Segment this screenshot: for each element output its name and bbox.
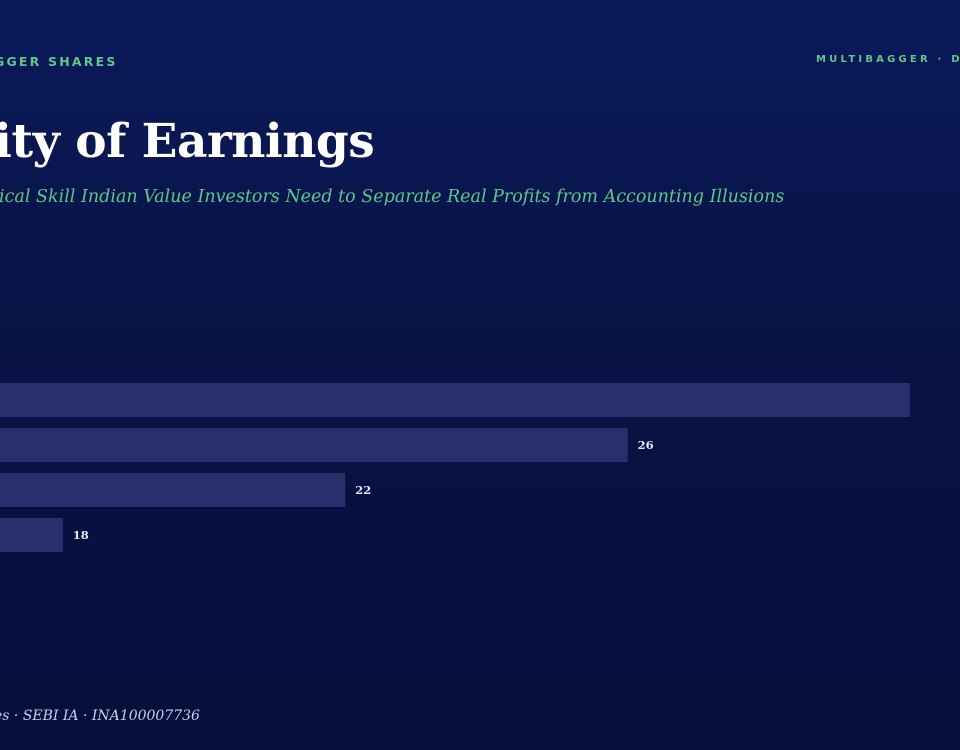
bar-4 [0, 518, 63, 552]
bar-3 [0, 473, 346, 507]
series-tag: MULTIBAGGER · D [816, 54, 960, 65]
bar-value-label: 18 [73, 528, 89, 542]
bar-value-label: 22 [355, 483, 371, 497]
page-title: ity of Earnings [0, 114, 375, 169]
page-subtitle: tical Skill Indian Value Investors Need … [0, 187, 785, 207]
footer-credit: es · SEBI IA · INA100007736 [0, 708, 200, 724]
bar-value-label: 26 [638, 438, 654, 452]
bar-1 [0, 383, 910, 417]
brand-name: GGER SHARES [0, 54, 118, 69]
bar-2 [0, 428, 628, 462]
